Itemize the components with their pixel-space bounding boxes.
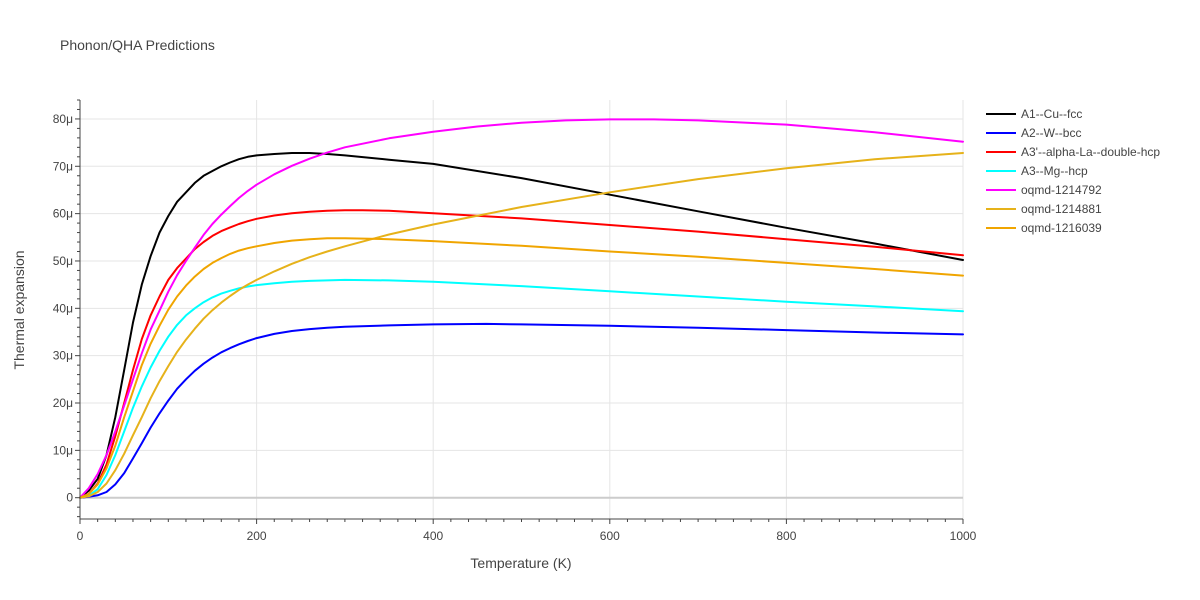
legend-item[interactable]: A1--Cu--fcc: [986, 107, 1082, 121]
y-tick-label: 40μ: [53, 301, 73, 315]
y-tick-label: 30μ: [53, 349, 73, 363]
legend-item[interactable]: A2--W--bcc: [986, 126, 1081, 140]
series-line-A1--Cu--fcc: [79, 152, 964, 499]
series-line-A3--Mg--hcp: [79, 278, 964, 499]
x-tick-label: 200: [247, 529, 267, 543]
y-axis-title: Thermal expansion: [11, 250, 27, 369]
series-line-A3'--alpha-La--double-hcp: [79, 209, 964, 499]
series-line-oqmd-1214881: [79, 152, 964, 499]
chart-title: Phonon/QHA Predictions: [60, 37, 215, 53]
x-tick-label: 600: [600, 529, 620, 543]
legend-item[interactable]: oqmd-1214881: [986, 202, 1102, 216]
legend-label: A3--Mg--hcp: [1021, 164, 1088, 178]
legend-label: A1--Cu--fcc: [1021, 107, 1082, 121]
axis-layer: 0 200 400 600 800 1000 0 10μ 20μ 30μ 40μ 50μ 60μ 70μ 8…: [53, 99, 977, 543]
x-axis-title: Temperature (K): [470, 555, 571, 571]
y-tick-label: 60μ: [53, 207, 73, 221]
y-tick-label: 20μ: [53, 396, 73, 410]
x-tick-label: 800: [776, 529, 796, 543]
legend-item[interactable]: oqmd-1214792: [986, 183, 1102, 197]
series-line-oqmd-1216039: [79, 237, 964, 499]
y-tick-label: 0: [66, 491, 73, 505]
legend-label: oqmd-1214881: [1021, 202, 1102, 216]
x-tick-label: 1000: [950, 529, 977, 543]
legend-label: A3'--alpha-La--double-hcp: [1021, 145, 1160, 159]
legend-item[interactable]: A3'--alpha-La--double-hcp: [986, 145, 1160, 159]
x-tick-label: 400: [423, 529, 443, 543]
y-tick-label: 50μ: [53, 254, 73, 268]
x-tick-label: 0: [77, 529, 84, 543]
legend-label: oqmd-1216039: [1021, 221, 1102, 235]
legend-item[interactable]: A3--Mg--hcp: [986, 164, 1088, 178]
legend[interactable]: A1--Cu--fcc A2--W--bcc A3'--alpha-La--doub…: [986, 107, 1160, 235]
series-layer: [79, 118, 964, 499]
y-tick-label: 80μ: [53, 112, 73, 126]
legend-label: A2--W--bcc: [1021, 126, 1081, 140]
grid-layer: [80, 100, 964, 519]
series-line-A2--W--bcc: [79, 322, 964, 499]
series-line-oqmd-1214792: [79, 118, 964, 499]
y-tick-label: 70μ: [53, 159, 73, 173]
y-tick-label: 10μ: [53, 443, 73, 457]
legend-item[interactable]: oqmd-1216039: [986, 221, 1102, 235]
legend-label: oqmd-1214792: [1021, 183, 1102, 197]
